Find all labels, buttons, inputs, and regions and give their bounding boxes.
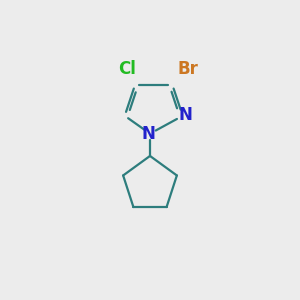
Text: N: N bbox=[142, 125, 155, 143]
Text: Br: Br bbox=[177, 60, 198, 78]
Text: N: N bbox=[179, 106, 193, 124]
Text: Cl: Cl bbox=[118, 60, 136, 78]
